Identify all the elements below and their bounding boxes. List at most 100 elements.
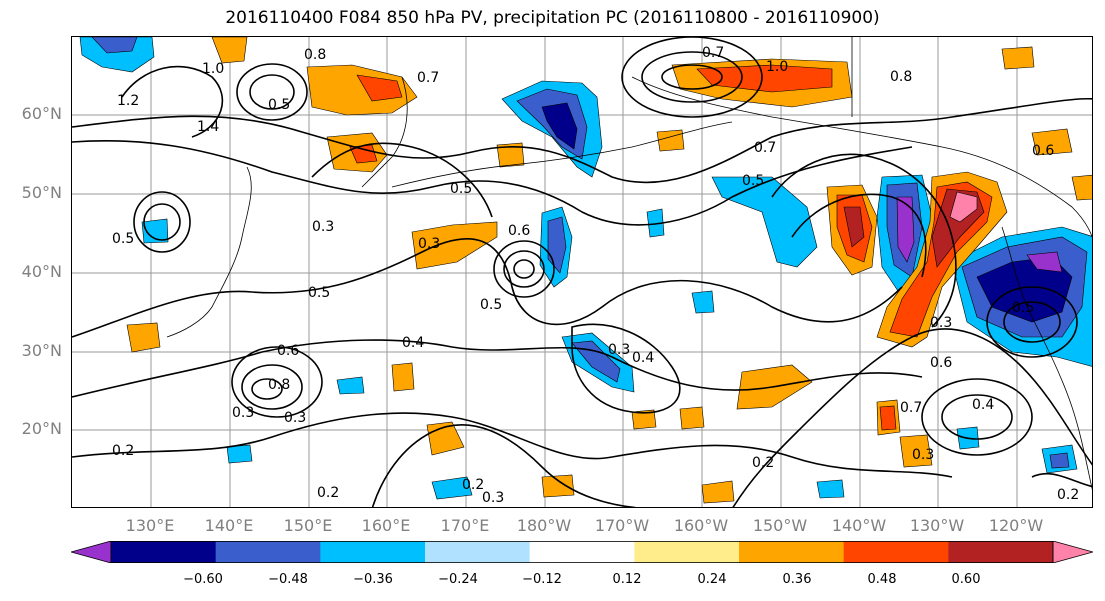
pv-contour	[72, 97, 1092, 184]
pv-contour	[249, 74, 295, 110]
precip-positive-area	[126, 322, 161, 353]
colorbar-label: 0.60	[951, 572, 981, 587]
precip-negative-area	[79, 37, 155, 73]
coastlines	[166, 37, 1092, 491]
contour-label: 1.0	[202, 61, 224, 77]
lat-label-20n: 20°N	[21, 419, 62, 438]
colorbar-swatch	[111, 541, 217, 563]
colorbar-label: −0.60	[183, 572, 223, 587]
colorbar-swatch	[215, 541, 321, 563]
precip-positive-area	[411, 221, 498, 270]
contour-label: 0.6	[508, 223, 530, 239]
lat-label-50n: 50°N	[21, 183, 62, 202]
colorbar-swatch	[634, 541, 740, 563]
precip-negative-area	[896, 196, 915, 263]
precip-positive-area	[356, 74, 403, 102]
contour-labels: 0.8 1.0 1.2 0.5 0.7 1.4 1.0 0.7 0.8 0.7 …	[112, 45, 1079, 506]
precip-positive-area	[843, 206, 865, 248]
lon-label-180w: 180°W	[516, 516, 572, 535]
contour-label: 0.7	[417, 70, 439, 86]
contour-label: 0.8	[268, 377, 290, 393]
contour-label: 0.3	[912, 447, 934, 463]
pv-contour	[72, 238, 903, 338]
pv-contour	[641, 51, 743, 103]
colorbar-swatch	[529, 541, 635, 563]
contour-label: 0.5	[1012, 300, 1034, 316]
pv-contour	[503, 250, 545, 288]
contour-label: 0.3	[930, 315, 952, 331]
colorbar-extend-low	[71, 541, 112, 563]
contour-label: 0.5	[450, 181, 472, 197]
precip-positive-area	[1071, 174, 1092, 201]
contour-label: 0.3	[608, 342, 630, 358]
contour-label: 0.3	[312, 219, 334, 235]
coastline-aleutians	[391, 121, 733, 188]
precip-negative-area	[691, 290, 715, 314]
pv-contours	[72, 37, 1092, 507]
map-panel: 0.8 1.0 1.2 0.5 0.7 1.4 1.0 0.7 0.8 0.7 …	[71, 36, 1093, 508]
precip-negative-area	[646, 208, 665, 238]
contour-label: 0.7	[900, 400, 922, 416]
pv-contour	[493, 240, 555, 298]
contour-label: 0.4	[402, 335, 424, 351]
lat-label-40n: 40°N	[21, 262, 62, 281]
colorbar-label: 0.12	[612, 572, 642, 587]
precip-negative-area	[226, 444, 253, 464]
pv-contour	[571, 323, 681, 414]
contour-label: 0.3	[418, 236, 440, 252]
pv-contour	[231, 346, 323, 418]
contour-label: 0.3	[482, 490, 504, 506]
colorbar-label: −0.12	[522, 572, 562, 587]
precip-negative-area	[816, 479, 845, 499]
colorbar-border	[110, 541, 1054, 563]
contour-label: 0.7	[754, 140, 776, 156]
pv-contour	[72, 339, 923, 398]
precip-positive-area	[701, 480, 735, 504]
precip-negative-area	[91, 37, 138, 54]
pv-contour	[732, 328, 1092, 507]
colorbar-label: 0.48	[867, 572, 897, 587]
contour-label: 0.5	[742, 173, 764, 189]
colorbar-swatches	[71, 541, 1093, 563]
pv-contour	[241, 364, 303, 410]
pv-contour	[133, 191, 191, 253]
precip-negative-area	[336, 376, 365, 395]
precip-positive-area	[391, 362, 415, 392]
precip-negative-area	[431, 476, 473, 500]
lat-label-30n: 30°N	[21, 341, 62, 360]
pv-contour	[513, 259, 535, 279]
pv-contour	[143, 203, 181, 241]
map-title: 2016110400 F084 850 hPa PV, precipitatio…	[225, 8, 880, 28]
colorbar-swatch	[948, 541, 1054, 563]
precip-negative-area	[541, 102, 578, 150]
lon-label-130e: 130°E	[125, 516, 175, 535]
map-plot: 0.8 1.0 1.2 0.5 0.7 1.4 1.0 0.7 0.8 0.7 …	[72, 37, 1092, 507]
contour-label: 0.5	[112, 231, 134, 247]
pv-contour	[251, 378, 283, 400]
contour-label: 0.2	[317, 485, 339, 501]
contour-label: 0.8	[890, 69, 912, 85]
pv-contour	[621, 37, 763, 118]
contour-label: 0.2	[112, 443, 134, 459]
precip-positive-area	[899, 434, 933, 468]
contour-label: 0.7	[702, 45, 724, 61]
pv-contour	[941, 394, 1013, 440]
contour-label: 0.5	[480, 297, 502, 313]
pv-contour	[791, 193, 927, 278]
pv-contour	[661, 64, 723, 90]
pv-contour	[72, 412, 953, 478]
precip-positive-area	[496, 142, 525, 168]
precip-positive-area	[696, 64, 833, 93]
pv-contour	[371, 424, 638, 507]
colorbar-label: −0.24	[438, 572, 478, 587]
pv-contour	[1031, 472, 1092, 488]
precip-positive-area	[679, 406, 705, 430]
coastline-kamchatka	[361, 76, 408, 188]
colorbar-label: 0.36	[782, 572, 812, 587]
colorbar-label: −0.36	[353, 572, 393, 587]
lon-label-170e: 170°E	[440, 516, 490, 535]
contour-label: 1.2	[117, 93, 139, 109]
contour-label: 0.5	[268, 97, 290, 113]
precip-positive-area	[656, 129, 685, 152]
pv-contour	[311, 142, 493, 218]
